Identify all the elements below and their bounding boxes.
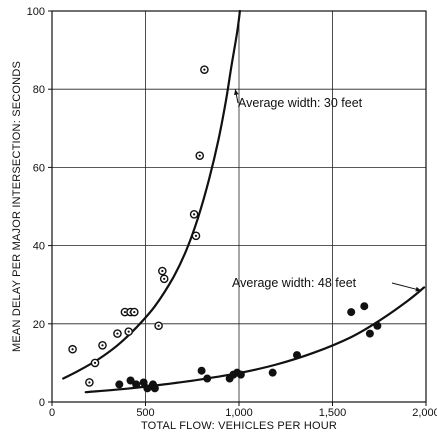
- y-tick-label: 60: [33, 162, 45, 174]
- y-axis-label: MEAN DELAY PER MAJOR INTERSECTION: SECON…: [11, 61, 23, 352]
- series-1-point: [189, 210, 199, 219]
- x-tick-label: 2,000: [412, 407, 437, 419]
- series-2-point: [360, 302, 369, 311]
- series-1-point: [90, 358, 100, 368]
- series-2-point: [139, 378, 148, 387]
- series-1-point: [200, 65, 209, 74]
- annotation-arrowhead-1: [234, 89, 239, 96]
- series-1-point: [195, 151, 205, 160]
- data-points: [68, 65, 382, 393]
- y-tick-label: 100: [27, 6, 45, 18]
- series-1-point: [191, 231, 201, 241]
- series-1-point: [85, 378, 94, 387]
- y-tick-label: 40: [33, 241, 45, 253]
- series-1-point: [124, 327, 133, 336]
- series-2-point: [132, 380, 141, 389]
- series-1-point: [98, 341, 107, 350]
- annotation-label-1: Average width: 30 feet: [238, 96, 363, 110]
- series-2-point: [115, 380, 124, 389]
- annotation-arrowhead-2: [415, 286, 422, 292]
- series-2-point: [143, 384, 152, 393]
- series-2-point: [365, 329, 374, 338]
- series-2-point: [150, 384, 159, 393]
- series-1-point: [113, 329, 122, 338]
- series-2-point: [268, 368, 277, 377]
- series-2-curve: [84, 286, 426, 394]
- series-2-point: [203, 374, 212, 383]
- y-tick-label: 0: [39, 397, 45, 409]
- series-2-point: [236, 370, 245, 379]
- y-tick-label: 80: [33, 84, 45, 96]
- x-tick-label: 500: [136, 407, 154, 419]
- axis-ticks: 0 500 1,000 1,500 2,000 0 20 40 60 80 100: [27, 6, 437, 419]
- series-1-curve: [62, 9, 241, 380]
- annotation-label-2: Average width: 48 feet: [232, 276, 357, 290]
- series-1-point: [68, 344, 77, 354]
- series-2-point: [347, 308, 356, 317]
- series-1-point: [154, 321, 163, 331]
- series-2-point: [292, 351, 301, 360]
- x-axis-label: TOTAL FLOW: VEHICLES PER HOUR: [141, 420, 337, 432]
- y-tick-label: 20: [33, 319, 45, 331]
- x-tick-label: 1,500: [319, 407, 347, 419]
- series-2-point: [373, 321, 382, 330]
- annotations: Average width: 30 feet Average width: 48 …: [232, 89, 422, 292]
- series-1-point: [158, 266, 167, 276]
- series-1-point: [159, 274, 169, 284]
- x-tick-label: 0: [49, 407, 55, 419]
- series-2-point: [126, 376, 135, 385]
- series-2-point: [197, 366, 206, 375]
- grid-lines: [52, 11, 426, 402]
- series-1-point: [129, 307, 139, 317]
- x-tick-label: 1,000: [225, 407, 253, 419]
